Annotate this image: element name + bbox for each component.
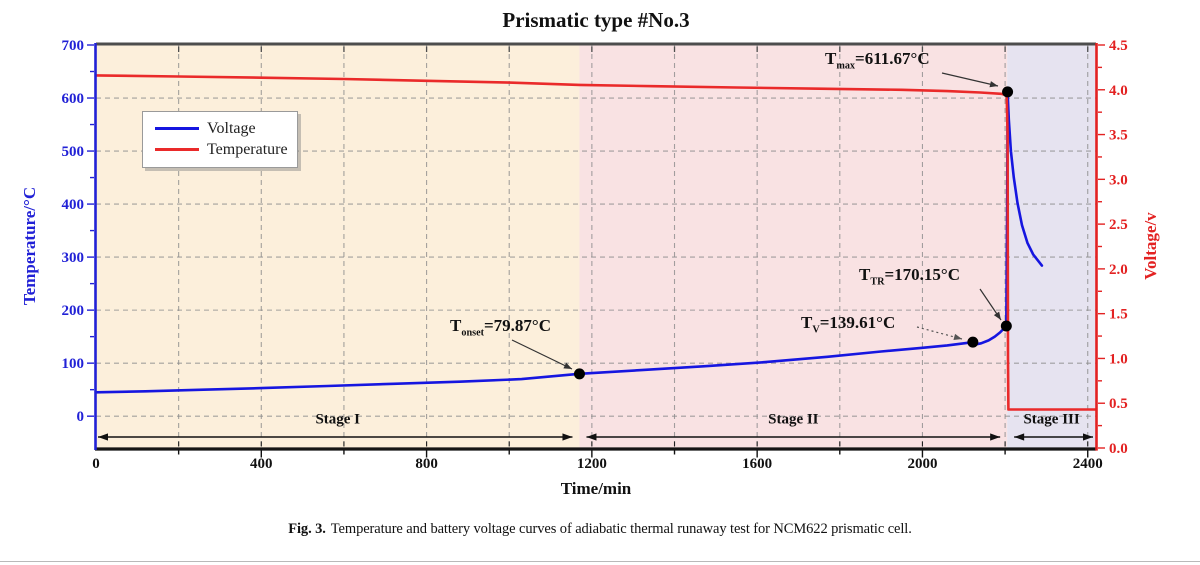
- figure-caption-number: Fig. 3.: [288, 521, 326, 537]
- legend-label-voltage: Voltage: [207, 119, 256, 137]
- svg-text:3.0: 3.0: [1109, 172, 1128, 188]
- svg-text:1.5: 1.5: [1109, 307, 1128, 323]
- x-axis-label: Time/min: [560, 479, 632, 498]
- annotation-t-tr: TTR=170.15°C: [859, 265, 961, 288]
- svg-text:500: 500: [62, 144, 85, 160]
- svg-text:1.0: 1.0: [1109, 351, 1128, 367]
- figure-caption-text: Temperature and battery voltage curves o…: [330, 521, 912, 537]
- svg-text:4.5: 4.5: [1109, 38, 1128, 54]
- legend: Voltage Temperature: [142, 111, 298, 168]
- svg-text:800: 800: [415, 456, 438, 472]
- annotation-t-onset: Tonset=79.87°C: [450, 316, 551, 339]
- stage-3-label: Stage III: [1023, 411, 1080, 428]
- stage-1-label: Stage I: [315, 411, 361, 428]
- svg-text:2.5: 2.5: [1109, 217, 1128, 233]
- svg-text:300: 300: [62, 250, 85, 266]
- svg-text:2000: 2000: [907, 456, 937, 472]
- svg-text:3.5: 3.5: [1109, 128, 1128, 144]
- svg-text:0: 0: [77, 409, 85, 425]
- page-divider: [0, 561, 1200, 562]
- svg-text:200: 200: [62, 303, 85, 319]
- svg-text:0: 0: [92, 456, 100, 472]
- svg-text:1200: 1200: [577, 456, 607, 472]
- svg-text:700: 700: [62, 38, 85, 54]
- stage-2-label: Stage II: [768, 411, 819, 428]
- annotation-t-max: Tmax=611.67°C: [825, 49, 930, 72]
- annotation-t-v: TV=139.61°C: [801, 313, 896, 336]
- svg-text:2400: 2400: [1073, 456, 1103, 472]
- svg-text:1600: 1600: [742, 456, 772, 472]
- figure-caption: Fig. 3. Temperature and battery voltage c…: [288, 521, 912, 538]
- svg-text:100: 100: [62, 356, 85, 372]
- svg-text:4.0: 4.0: [1109, 83, 1128, 99]
- svg-text:0.5: 0.5: [1109, 396, 1128, 412]
- svg-text:400: 400: [62, 197, 85, 213]
- legend-item-temperature: Temperature: [155, 139, 288, 160]
- svg-text:0.0: 0.0: [1109, 441, 1128, 457]
- svg-text:400: 400: [250, 456, 273, 472]
- voltage-line-swatch: [155, 127, 199, 130]
- svg-text:2.0: 2.0: [1109, 262, 1128, 278]
- chart-title: Prismatic type #No.3: [502, 8, 690, 32]
- svg-text:600: 600: [62, 91, 85, 107]
- right-axis-label: Voltage/v: [1141, 212, 1160, 280]
- legend-item-voltage: Voltage: [155, 118, 287, 139]
- temperature-line-swatch: [155, 148, 199, 151]
- legend-label-temperature: Temperature: [207, 140, 288, 158]
- left-axis-label: Temperature/°C: [20, 186, 39, 306]
